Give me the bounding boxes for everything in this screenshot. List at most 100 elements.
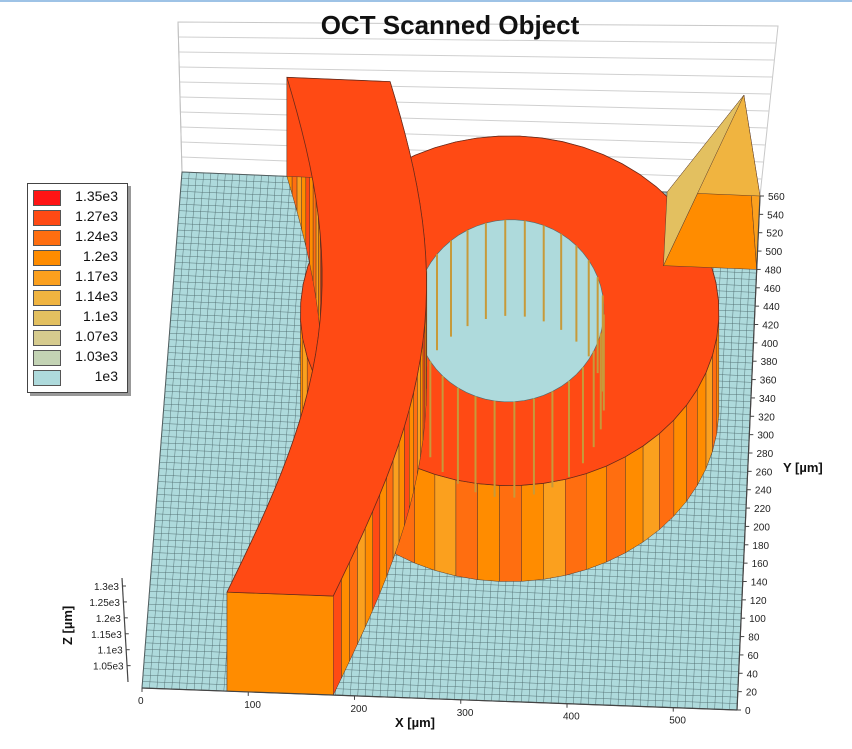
y-tick-label: 420 (762, 321, 779, 332)
y-tick-label: 100 (749, 614, 766, 625)
pillar-wall (413, 375, 418, 492)
wall-gridline (179, 66, 773, 78)
ring-wall (686, 388, 698, 502)
legend-label: 1.24e3 (75, 228, 118, 244)
z-tick-label: 1.05e3 (93, 662, 124, 673)
legend-swatch (33, 370, 61, 386)
pillar-wall (386, 460, 394, 577)
wall-gridline (180, 126, 766, 146)
z-tick-label: 1.3e3 (94, 582, 119, 593)
floor-gridline (707, 194, 732, 709)
wall-gridline (178, 36, 777, 44)
wall-gridline (178, 51, 775, 61)
y-tick-label: 520 (766, 229, 783, 240)
legend-label: 1.17e3 (75, 268, 118, 284)
ring-wall (712, 337, 718, 452)
pillar-top (226, 76, 427, 597)
legend-item: 1.1e3 (28, 307, 127, 327)
y-tick-label: 320 (758, 412, 775, 423)
legend-item: 1.14e3 (28, 287, 127, 307)
y-tick-label: 340 (759, 394, 776, 405)
ring-wall (414, 466, 436, 571)
ring-wall (543, 479, 566, 580)
y-tick-label: 360 (760, 376, 777, 387)
floor-gridline (729, 195, 753, 710)
legend-item: 1.03e3 (28, 347, 127, 367)
legend-swatch (33, 270, 61, 286)
y-axis-label: Y [µm] (783, 460, 823, 475)
y-tick-label: 500 (766, 247, 783, 258)
x-tick-label: 200 (351, 704, 368, 715)
spike-face (663, 94, 745, 266)
ring-wall (434, 474, 457, 577)
pillar-wall (226, 591, 334, 696)
y-tick-label: 300 (757, 431, 774, 442)
x-axis-line (141, 687, 738, 711)
y-tick-label: 240 (755, 486, 772, 497)
y-tick-label: 140 (751, 578, 768, 589)
chart-title: OCT Scanned Object (320, 10, 580, 40)
ring-wall (606, 456, 626, 563)
pillar-wall (333, 579, 342, 696)
legend-item: 1.35e3 (28, 187, 127, 207)
legend: 1.35e3 1.27e3 1.24e3 1.2e3 1.17e3 1.14e3 1.1e3… (27, 183, 128, 393)
legend-item: 1.07e3 (28, 327, 127, 347)
wall-edge (177, 21, 183, 173)
legend-swatch (33, 250, 61, 266)
legend-label: 1.35e3 (75, 188, 118, 204)
z-axis-label: Z [µm] (60, 606, 75, 645)
legend-swatch (33, 310, 61, 326)
ring-wall (477, 483, 500, 582)
pillar-wall (364, 511, 373, 628)
wall-gridline (179, 96, 770, 112)
pillar-wall (372, 494, 381, 611)
pillar-wall (341, 562, 350, 679)
y-tick-label: 20 (746, 688, 758, 699)
y-tick-label: 380 (761, 357, 778, 368)
pillar-wall (417, 358, 421, 475)
x-axis-label: X [µm] (395, 715, 435, 730)
legend-item: 1.17e3 (28, 267, 127, 287)
ring-wall (642, 433, 660, 543)
pillar-wall (312, 181, 317, 299)
z-tick-label: 1.15e3 (91, 630, 122, 641)
legend-swatch (33, 190, 61, 206)
z-axis-line (121, 577, 129, 683)
x-tick-label: 0 (138, 696, 144, 707)
y-tick-label: 480 (765, 265, 782, 276)
legend-label: 1.27e3 (75, 208, 118, 224)
y-tick-label: 560 (768, 192, 785, 203)
z-tick-label: 1.2e3 (96, 614, 121, 625)
x-tick-label: 500 (669, 716, 686, 727)
wall-gridline (180, 111, 768, 129)
y-tick-label: 460 (764, 284, 781, 295)
x-tick-label: 300 (457, 708, 474, 719)
y-tick-label: 120 (750, 596, 767, 607)
y-tick-label: 400 (761, 339, 778, 350)
floor-gridline (721, 195, 746, 710)
ring-wall (586, 465, 607, 570)
pillar-wall (349, 545, 358, 662)
legend-label: 1.07e3 (75, 328, 118, 344)
ring-wall (565, 473, 587, 576)
spike-surface (663, 94, 761, 270)
y-tick-label: 220 (754, 504, 771, 515)
pillar-wall (420, 341, 424, 458)
legend-label: 1.14e3 (75, 288, 118, 304)
pillar-wall (309, 164, 314, 281)
legend-label: 1e3 (94, 368, 118, 384)
wall-gridline (179, 81, 771, 95)
legend-item: 1e3 (28, 367, 127, 387)
y-tick-label: 440 (763, 302, 780, 313)
pillar-wall (398, 426, 405, 543)
legend-swatch (33, 210, 61, 226)
y-tick-label: 280 (757, 449, 774, 460)
ring-wall (499, 485, 522, 582)
ring-wall (697, 372, 707, 486)
ring-wall (705, 355, 713, 469)
legend-item: 1.24e3 (28, 227, 127, 247)
legend-swatch (33, 330, 61, 346)
y-tick-label: 160 (752, 559, 769, 570)
pillar-wall (392, 443, 400, 560)
